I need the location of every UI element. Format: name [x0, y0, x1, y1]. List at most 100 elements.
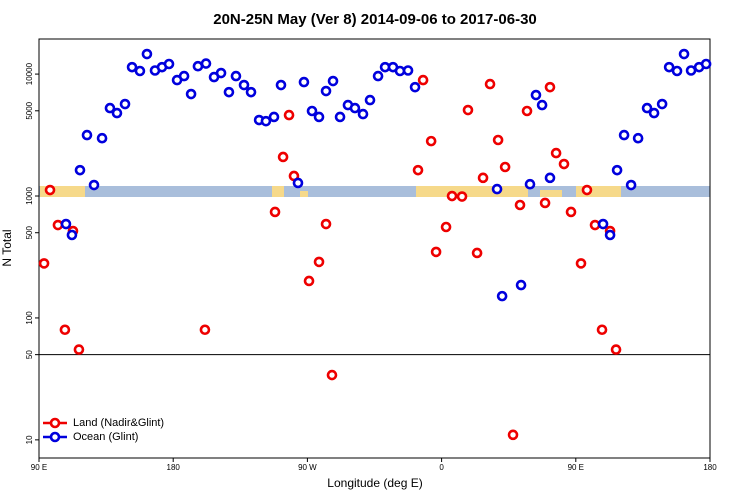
point [484, 78, 496, 90]
x-tick-label: 90 E [31, 463, 47, 472]
point [536, 99, 548, 111]
point [349, 102, 361, 114]
point [292, 177, 304, 189]
point [52, 219, 64, 231]
plot-frame [38, 38, 711, 459]
point [306, 105, 318, 117]
point [565, 206, 577, 218]
point [163, 58, 175, 70]
point [530, 89, 542, 101]
point [134, 65, 146, 77]
point [663, 61, 675, 73]
legend-marker [49, 431, 61, 443]
point [618, 129, 630, 141]
point [230, 70, 242, 82]
point [539, 197, 551, 209]
point [178, 70, 190, 82]
point [215, 67, 227, 79]
y-tick-label: 1000 [25, 187, 34, 205]
point [477, 172, 489, 184]
point [446, 190, 458, 202]
point [238, 79, 250, 91]
y-tick-label: 100 [25, 311, 34, 325]
point [320, 218, 332, 230]
point [492, 134, 504, 146]
point [678, 48, 690, 60]
point [507, 429, 519, 441]
x-axis-label: Longitude (deg E) [327, 476, 422, 490]
point [544, 81, 556, 93]
point [303, 275, 315, 287]
point [499, 161, 511, 173]
point [73, 344, 85, 355]
point [126, 61, 138, 73]
point [334, 111, 346, 123]
point [283, 109, 295, 121]
point [641, 102, 653, 114]
y-tick-label: 10 [25, 435, 34, 444]
x-tick-label: 180 [703, 463, 717, 472]
point [245, 86, 257, 98]
point [372, 70, 384, 82]
point [74, 164, 86, 176]
point [298, 76, 310, 88]
y-tick-label: 50 [25, 350, 34, 359]
point [199, 324, 211, 336]
point [141, 48, 153, 60]
point [313, 111, 325, 123]
point [524, 178, 536, 190]
point [277, 151, 289, 163]
chart-title: 20N-25N May (Ver 8) 2014-09-06 to 2017-0… [213, 11, 537, 28]
point [425, 135, 437, 147]
point [496, 290, 508, 302]
point [700, 58, 712, 70]
point [632, 132, 644, 144]
y-tick-label: 10000 [25, 62, 34, 85]
point [462, 104, 474, 116]
point [313, 256, 325, 268]
point [597, 218, 609, 230]
point [604, 229, 616, 241]
point [185, 88, 197, 100]
point [514, 199, 526, 211]
point [88, 179, 100, 191]
legend-label: Land (Nadir&Glint) [73, 417, 164, 429]
point [260, 115, 272, 127]
point [581, 184, 593, 196]
point [402, 65, 414, 76]
point [521, 105, 533, 117]
point [550, 147, 562, 159]
point [81, 129, 93, 141]
point [412, 164, 424, 176]
point [96, 132, 108, 144]
point [357, 108, 369, 120]
point [320, 85, 332, 97]
y-axis-label: N Total [0, 229, 14, 266]
point [671, 65, 683, 77]
point [409, 81, 421, 93]
point [625, 179, 637, 191]
point [60, 218, 72, 230]
point [275, 79, 287, 91]
point [456, 191, 468, 202]
point [440, 221, 452, 233]
point [59, 324, 71, 336]
point [611, 164, 623, 176]
point [200, 58, 212, 69]
point [268, 111, 280, 123]
point [575, 258, 587, 269]
point [364, 94, 376, 106]
y-tick-label: 5000 [25, 101, 34, 119]
point [544, 172, 556, 184]
legend-label: Ocean (Glint) [73, 431, 138, 443]
point [656, 98, 668, 110]
point [515, 279, 527, 291]
point [326, 369, 338, 381]
legend-marker [49, 417, 61, 429]
point [38, 258, 50, 269]
map-strip [39, 186, 710, 197]
x-tick-label: 90 E [568, 463, 584, 472]
point [44, 184, 56, 196]
point [430, 246, 442, 258]
